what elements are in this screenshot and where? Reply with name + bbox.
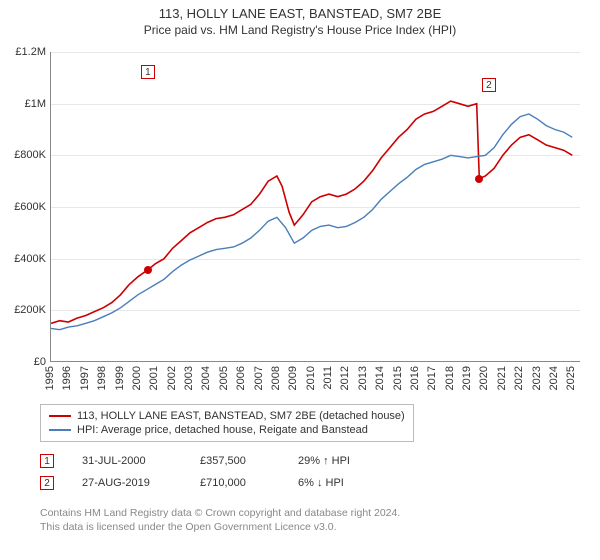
- footer-line1: Contains HM Land Registry data © Crown c…: [40, 506, 400, 520]
- y-axis-tick: £1M: [0, 98, 46, 110]
- sale-price: £710,000: [200, 477, 270, 489]
- x-axis-tick: 2023: [531, 366, 543, 390]
- chart-title: 113, HOLLY LANE EAST, BANSTEAD, SM7 2BE: [0, 0, 600, 21]
- footer-attribution: Contains HM Land Registry data © Crown c…: [40, 506, 400, 534]
- chart-container: 113, HOLLY LANE EAST, BANSTEAD, SM7 2BE …: [0, 0, 600, 560]
- y-axis-tick: £600K: [0, 201, 46, 213]
- series-line-price_paid: [51, 101, 572, 323]
- sale-row: 2 27-AUG-2019 £710,000 6% ↓ HPI: [40, 472, 388, 494]
- x-axis-tick: 1995: [44, 366, 56, 390]
- legend-swatch: [49, 429, 71, 431]
- legend-label: HPI: Average price, detached house, Reig…: [77, 424, 368, 436]
- y-axis-tick: £800K: [0, 149, 46, 161]
- chart-svg: [51, 52, 581, 362]
- x-axis-tick: 2018: [444, 366, 456, 390]
- sale-date: 31-JUL-2000: [82, 455, 172, 467]
- y-axis-tick: £1.2M: [0, 46, 46, 58]
- x-axis-tick: 2001: [148, 366, 160, 390]
- x-axis-tick: 2015: [392, 366, 404, 390]
- legend-item: HPI: Average price, detached house, Reig…: [49, 423, 405, 437]
- x-axis-tick: 2024: [548, 366, 560, 390]
- sale-vs-hpi: 6% ↓ HPI: [298, 477, 388, 489]
- sale-row-marker: 2: [40, 476, 54, 490]
- x-axis-tick: 2003: [183, 366, 195, 390]
- x-axis-tick: 2013: [357, 366, 369, 390]
- legend: 113, HOLLY LANE EAST, BANSTEAD, SM7 2BE …: [40, 404, 414, 442]
- sale-date: 27-AUG-2019: [82, 477, 172, 489]
- x-axis-tick: 2019: [461, 366, 473, 390]
- sale-vs-hpi: 29% ↑ HPI: [298, 455, 388, 467]
- legend-item: 113, HOLLY LANE EAST, BANSTEAD, SM7 2BE …: [49, 409, 405, 423]
- x-axis-tick: 1996: [61, 366, 73, 390]
- y-axis-tick: £400K: [0, 253, 46, 265]
- x-axis-tick: 2007: [253, 366, 265, 390]
- legend-label: 113, HOLLY LANE EAST, BANSTEAD, SM7 2BE …: [77, 410, 405, 422]
- y-axis-tick: £0: [0, 356, 46, 368]
- series-line-hpi: [51, 114, 572, 330]
- sale-row-marker: 1: [40, 454, 54, 468]
- legend-swatch: [49, 415, 71, 417]
- footer-line2: This data is licensed under the Open Gov…: [40, 520, 400, 534]
- x-axis-tick: 2004: [200, 366, 212, 390]
- x-axis-tick: 2025: [565, 366, 577, 390]
- chart-subtitle: Price paid vs. HM Land Registry's House …: [0, 21, 600, 41]
- x-axis-tick: 1998: [96, 366, 108, 390]
- x-axis-tick: 2012: [339, 366, 351, 390]
- sale-row: 1 31-JUL-2000 £357,500 29% ↑ HPI: [40, 450, 388, 472]
- y-axis-tick: £200K: [0, 304, 46, 316]
- x-axis-tick: 2002: [166, 366, 178, 390]
- sale-marker-1: 1: [141, 65, 155, 79]
- x-axis-tick: 2010: [305, 366, 317, 390]
- x-axis-tick: 1999: [114, 366, 126, 390]
- x-axis-tick: 2005: [218, 366, 230, 390]
- sale-point-2: [475, 175, 483, 183]
- x-axis-tick: 2006: [235, 366, 247, 390]
- x-axis-tick: 2016: [409, 366, 421, 390]
- sales-table: 1 31-JUL-2000 £357,500 29% ↑ HPI 2 27-AUG-201…: [40, 450, 388, 494]
- x-axis-tick: 2021: [496, 366, 508, 390]
- sale-marker-2: 2: [482, 78, 496, 92]
- plot-area: 12: [50, 52, 580, 362]
- x-axis-tick: 2014: [374, 366, 386, 390]
- x-axis-tick: 2000: [131, 366, 143, 390]
- x-axis-tick: 2020: [478, 366, 490, 390]
- x-axis-tick: 2011: [322, 366, 334, 390]
- sale-point-1: [144, 266, 152, 274]
- x-axis-tick: 2009: [287, 366, 299, 390]
- x-axis-tick: 2017: [426, 366, 438, 390]
- x-axis-tick: 2008: [270, 366, 282, 390]
- x-axis-tick: 1997: [79, 366, 91, 390]
- sale-price: £357,500: [200, 455, 270, 467]
- x-axis-tick: 2022: [513, 366, 525, 390]
